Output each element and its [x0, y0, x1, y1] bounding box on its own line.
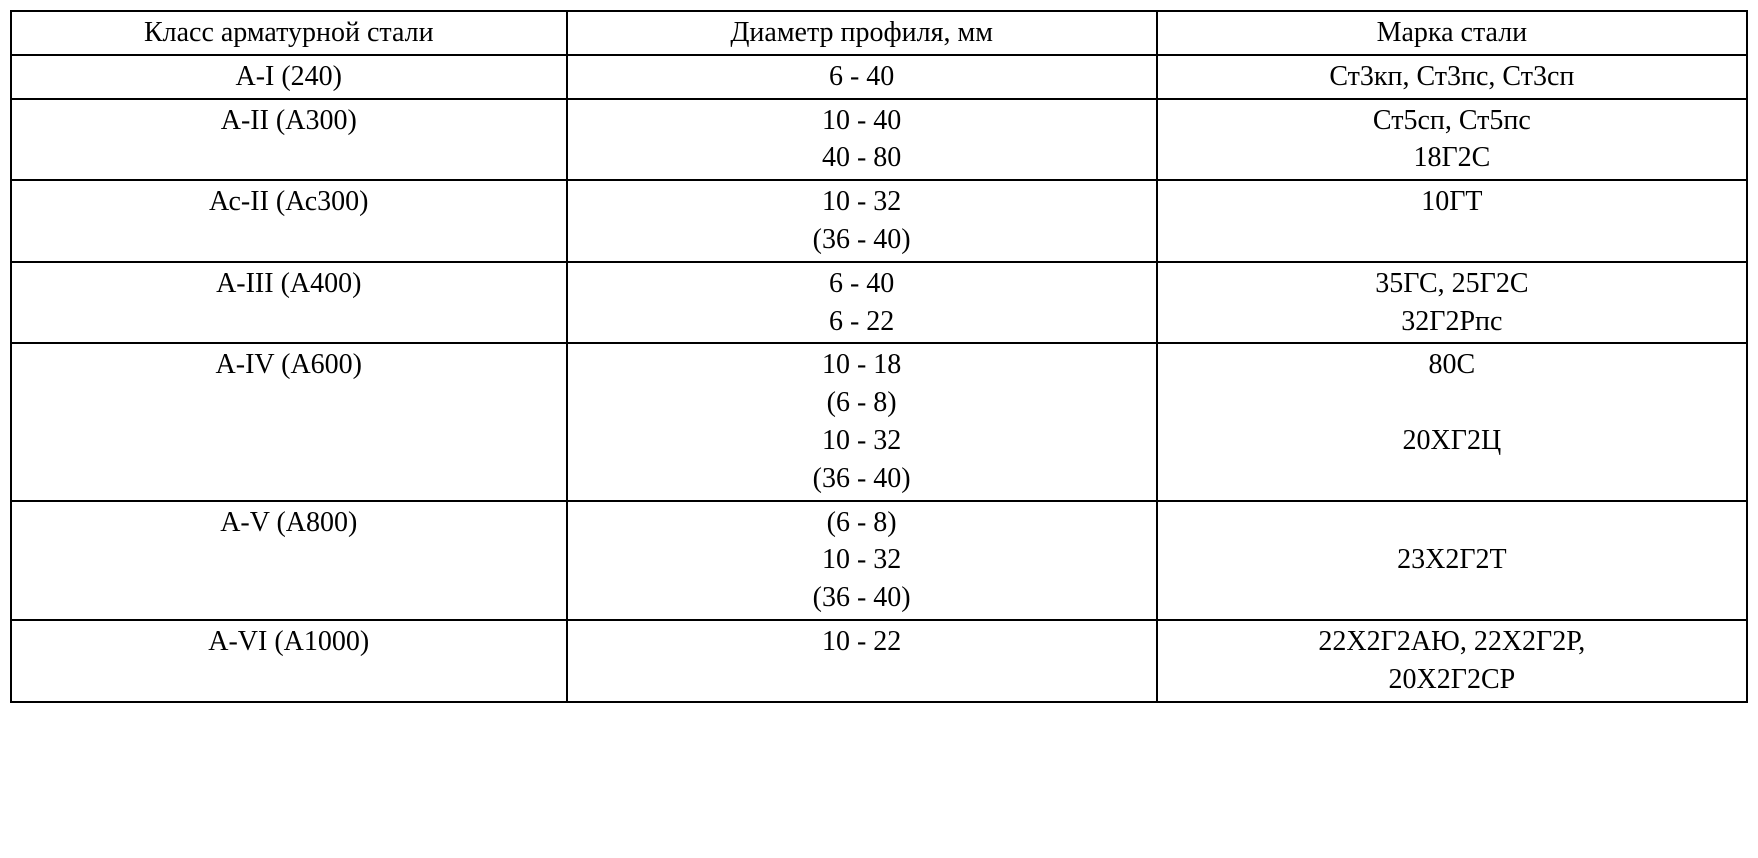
cell-class: A-III (А400) [11, 262, 567, 344]
cell-grade: 10ГТ [1157, 180, 1747, 262]
table-row: A-V (А800) (6 - 8) 10 - 32 (36 - 40) 23Х… [11, 501, 1747, 620]
cell-diameter: 6 - 40 6 - 22 [567, 262, 1157, 344]
table-row: A-VI (А1000) 10 - 22 22Х2Г2АЮ, 22Х2Г2Р, … [11, 620, 1747, 702]
cell-grade: Ст3кп, Ст3пс, Ст3сп [1157, 55, 1747, 99]
cell-class: A-II (А300) [11, 99, 567, 181]
cell-class: A-VI (А1000) [11, 620, 567, 702]
cell-class: A-V (А800) [11, 501, 567, 620]
table-row: Ас-II (Ас300) 10 - 32 (36 - 40) 10ГТ [11, 180, 1747, 262]
table-row: A-II (А300) 10 - 40 40 - 80 Ст5сп, Ст5пс… [11, 99, 1747, 181]
header-grade: Марка стали [1157, 11, 1747, 55]
cell-class: Ас-II (Ас300) [11, 180, 567, 262]
cell-diameter: 10 - 22 [567, 620, 1157, 702]
cell-diameter: 6 - 40 [567, 55, 1157, 99]
cell-class: A-I (240) [11, 55, 567, 99]
cell-diameter: (6 - 8) 10 - 32 (36 - 40) [567, 501, 1157, 620]
cell-diameter: 10 - 40 40 - 80 [567, 99, 1157, 181]
cell-diameter: 10 - 18 (6 - 8) 10 - 32 (36 - 40) [567, 343, 1157, 500]
header-diameter: Диаметр профиля, мм [567, 11, 1157, 55]
table-row: A-IV (А600) 10 - 18 (6 - 8) 10 - 32 (36 … [11, 343, 1747, 500]
cell-grade: 35ГС, 25Г2С 32Г2Рпс [1157, 262, 1747, 344]
table-header-row: Класс арматурной стали Диаметр профиля, … [11, 11, 1747, 55]
table-row: A-III (А400) 6 - 40 6 - 22 35ГС, 25Г2С 3… [11, 262, 1747, 344]
cell-grade: 23Х2Г2Т [1157, 501, 1747, 620]
rebar-steel-table: Класс арматурной стали Диаметр профиля, … [10, 10, 1748, 703]
cell-grade: 80С 20ХГ2Ц [1157, 343, 1747, 500]
header-class: Класс арматурной стали [11, 11, 567, 55]
cell-grade: Ст5сп, Ст5пс 18Г2С [1157, 99, 1747, 181]
cell-grade: 22Х2Г2АЮ, 22Х2Г2Р, 20Х2Г2СР [1157, 620, 1747, 702]
cell-class: A-IV (А600) [11, 343, 567, 500]
cell-diameter: 10 - 32 (36 - 40) [567, 180, 1157, 262]
table-row: A-I (240) 6 - 40 Ст3кп, Ст3пс, Ст3сп [11, 55, 1747, 99]
